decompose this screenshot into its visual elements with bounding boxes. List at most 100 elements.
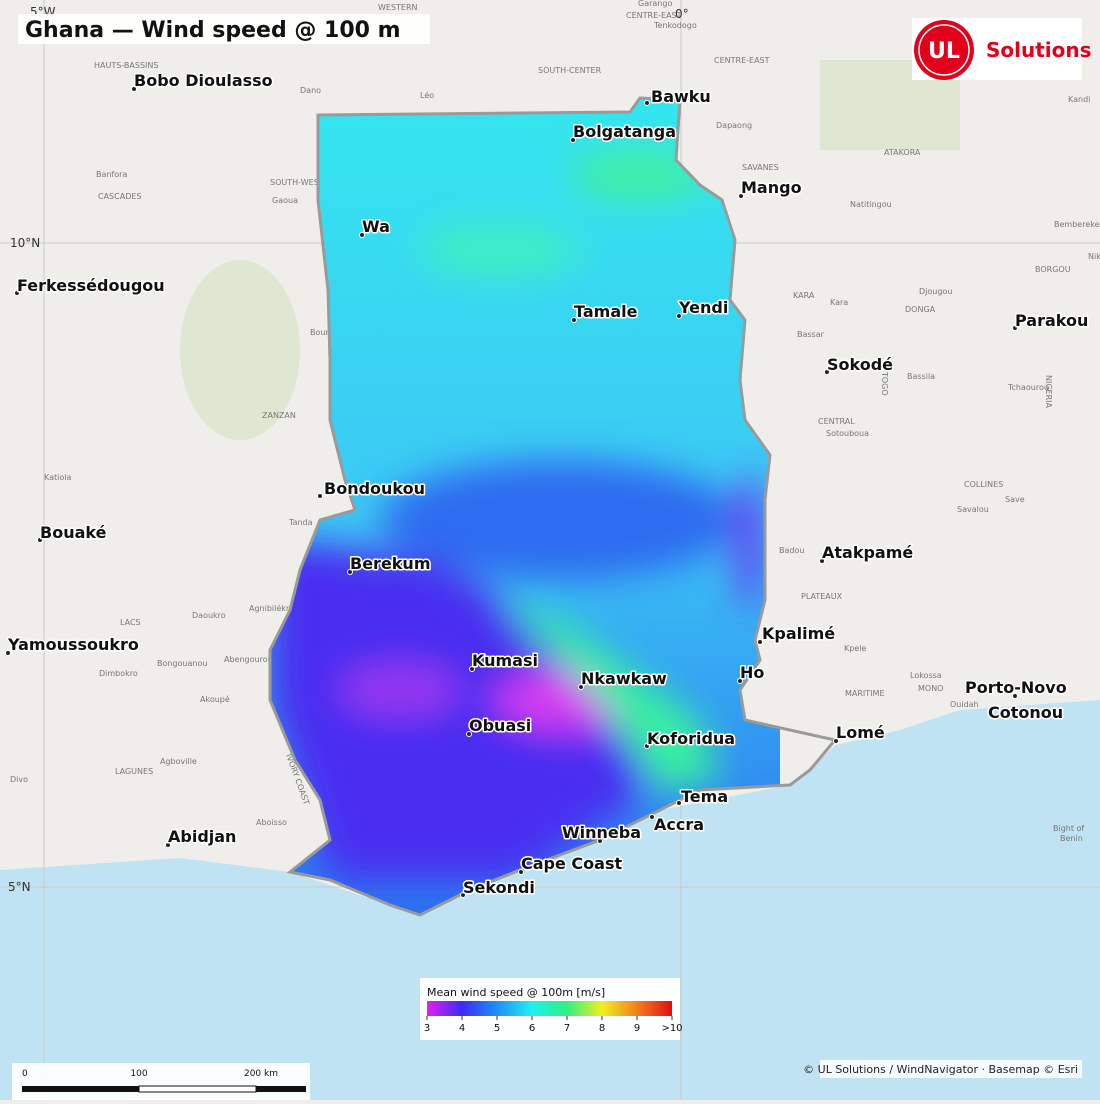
legend-tick-label: 3 [424, 1023, 430, 1034]
basemap-label: Benin [1060, 834, 1083, 843]
scale-box [12, 1063, 310, 1100]
cities: Bobo Dioulasso Bawku Bolgatanga Mango Wa Ferk… [5, 70, 1090, 899]
wind-zone [270, 540, 650, 880]
basemap-label: SOUTH-WEST [270, 178, 324, 187]
title: Ghana — Wind speed @ 100 m [25, 18, 401, 43]
colorbar [427, 1001, 672, 1016]
basemap-label: Divo [10, 775, 28, 784]
city-dot [347, 569, 353, 575]
basemap-label: Dano [300, 86, 321, 95]
basemap-label: Agnibilékrou [249, 603, 299, 613]
city-dot [518, 869, 524, 875]
basemap-label: CENTRE-EAST [626, 11, 682, 20]
city-dot [165, 842, 171, 848]
wind-zone [570, 150, 710, 200]
city-label: Cotonou [988, 703, 1063, 722]
city-label: Mango [741, 178, 802, 197]
city-dot [644, 743, 650, 749]
legend-tick-label: 9 [634, 1023, 640, 1034]
basemap-label: Katiola [44, 473, 71, 482]
legend-tick-label: 4 [459, 1023, 465, 1034]
basemap-label: Tchaourou [1007, 383, 1049, 392]
basemap-label: Ouidah [950, 700, 979, 709]
city-label: Bobo Dioulasso [134, 71, 273, 90]
city-label: Lomé [836, 723, 885, 742]
city-dot [570, 137, 576, 143]
city-label: Porto-Novo [965, 678, 1067, 697]
legend-title: Mean wind speed @ 100m [m/s] [427, 986, 605, 999]
city-dot [14, 290, 20, 296]
basemap-label: BORGOU [1035, 265, 1071, 274]
basemap-label: Garango [638, 0, 672, 8]
city-label: Ferkessédougou [17, 276, 165, 295]
attribution-box [820, 1060, 1082, 1078]
city-dot [359, 232, 365, 238]
city-dot [578, 684, 584, 690]
scale-label: 0 [22, 1069, 28, 1079]
city-label: Ho [740, 663, 764, 682]
city-dot [571, 317, 577, 323]
city-label: Sokodé [827, 355, 893, 374]
attribution: © UL Solutions / WindNavigator · Basemap… [803, 1063, 1078, 1076]
city-dot [649, 814, 655, 820]
graticule-label: 0° [675, 7, 689, 21]
city-label: Winneba [562, 823, 641, 842]
logo-ring [918, 24, 970, 76]
graticule-label: 10°N [10, 236, 40, 250]
ocean [0, 700, 1100, 1100]
basemap-label: NIGERIA [1044, 375, 1053, 409]
scale-label: 100 [130, 1069, 147, 1079]
city-label: Kumasi [472, 651, 538, 670]
basemap-label: Léo [420, 90, 434, 100]
legend-ticks: 3 4 5 6 7 8 9 >10 [424, 1016, 683, 1034]
city-dot [5, 650, 11, 656]
basemap-label: Bassar [797, 330, 825, 339]
basemap-label: Aboisso [256, 818, 287, 827]
logo-text: Solutions [986, 38, 1092, 62]
basemap-label: Banfora [96, 170, 127, 179]
basemap-label: ZANZAN [262, 411, 296, 420]
basemap-label: Kara [830, 298, 848, 307]
scale-labels: 0 100 200 km [22, 1069, 278, 1079]
basemap-label: Agboville [160, 757, 197, 766]
basemap-label: CENTRE-EAST [714, 56, 770, 65]
city-label: Bondoukou [324, 479, 425, 498]
city-dot [466, 731, 472, 737]
city-label: Yendi [678, 298, 728, 317]
basemap-label: SOUTH-CENTER [538, 66, 602, 75]
basemap-label: Badou [779, 546, 804, 555]
wind-zone [340, 665, 460, 715]
basemap-label: Dimbokro [99, 669, 138, 678]
city-dot [460, 892, 466, 898]
city-label: Parakou [1015, 311, 1088, 330]
city-dot [824, 369, 830, 375]
city-dot [131, 86, 137, 92]
basemap-label: CENTRAL [818, 417, 855, 426]
city-label: Abidjan [168, 827, 236, 846]
basemap-label: Djougou [919, 287, 952, 296]
city-dot [37, 537, 43, 543]
city-dot [1012, 693, 1018, 699]
basemap-label: Tenkodogo [653, 21, 697, 30]
basemap-label: MONO [918, 684, 943, 693]
city-label: Cape Coast [521, 854, 622, 873]
basemap-label: LAGUNES [115, 767, 153, 776]
basemap-label: Akoupé [200, 694, 230, 704]
basemap-label: MARITIME [845, 689, 885, 698]
scale-segment [22, 1086, 139, 1092]
park [180, 260, 300, 440]
wind-field [270, 98, 780, 915]
basemap-label: HAUTS-BASSINS [94, 61, 158, 70]
city-label: Accra [654, 815, 704, 834]
city-dot [676, 313, 682, 319]
basemap-label: Savalou [957, 505, 989, 514]
basemap-label: Gaoua [272, 196, 298, 205]
city-label: Tema [681, 787, 728, 806]
city-label: Yamoussoukro [7, 635, 139, 654]
wind-zone [736, 470, 764, 610]
city-label: Sekondi [463, 878, 535, 897]
wind-zone [420, 225, 580, 275]
wind-zone [380, 460, 740, 580]
city-label: Atakpamé [822, 543, 913, 562]
